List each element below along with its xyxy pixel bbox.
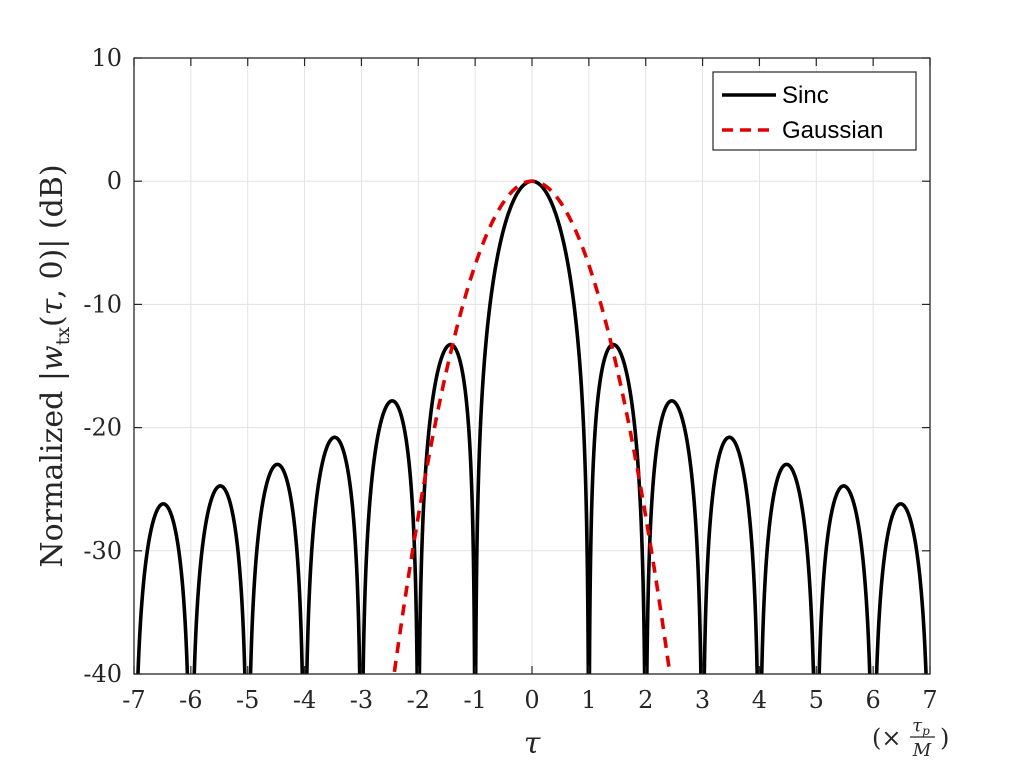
x-tick-label: 6	[866, 686, 881, 714]
svg-text:(×: (×	[872, 724, 901, 752]
y-axis-title: Normalized |wtx(τ, 0)| (dB)	[35, 164, 74, 567]
x-tick-label: -7	[122, 686, 145, 714]
x-tick-label: -4	[293, 686, 316, 714]
svg-text:): )	[940, 724, 949, 752]
x-tick-label: 4	[752, 686, 767, 714]
x-tick-label: 3	[695, 686, 710, 714]
svg-text:M: M	[912, 740, 932, 761]
x-tick-label: 1	[581, 686, 596, 714]
y-tick-label: -30	[83, 537, 122, 565]
x-tick-label: -2	[407, 686, 430, 714]
y-tick-label: -20	[83, 414, 122, 442]
y-tick-label: 0	[107, 167, 122, 195]
legend-sinc-label: Sinc	[782, 82, 829, 109]
legend-gaussian-label: Gaussian	[782, 117, 883, 144]
legend-box	[712, 71, 917, 151]
x-tick-label: 5	[809, 686, 824, 714]
series-gaussian-line	[392, 179, 672, 673]
y-tick-label: -10	[83, 290, 122, 318]
x-unit-note: (× τp M )	[872, 715, 949, 761]
y-tick-label: -40	[83, 660, 122, 688]
legend: Sinc Gaussian	[712, 71, 917, 151]
x-tick-label: 7	[922, 686, 937, 714]
x-tick-label: 0	[524, 686, 539, 714]
x-axis-title: τ	[524, 726, 541, 761]
x-tick-label: -3	[350, 686, 373, 714]
y-tick-label: 10	[91, 44, 122, 72]
svg-text:τp: τp	[912, 715, 930, 738]
x-tick-label: -5	[236, 686, 259, 714]
x-tick-label: -6	[179, 686, 202, 714]
x-tick-label: -1	[463, 686, 486, 714]
plot-area	[136, 179, 928, 674]
x-tick-label: 2	[638, 686, 653, 714]
